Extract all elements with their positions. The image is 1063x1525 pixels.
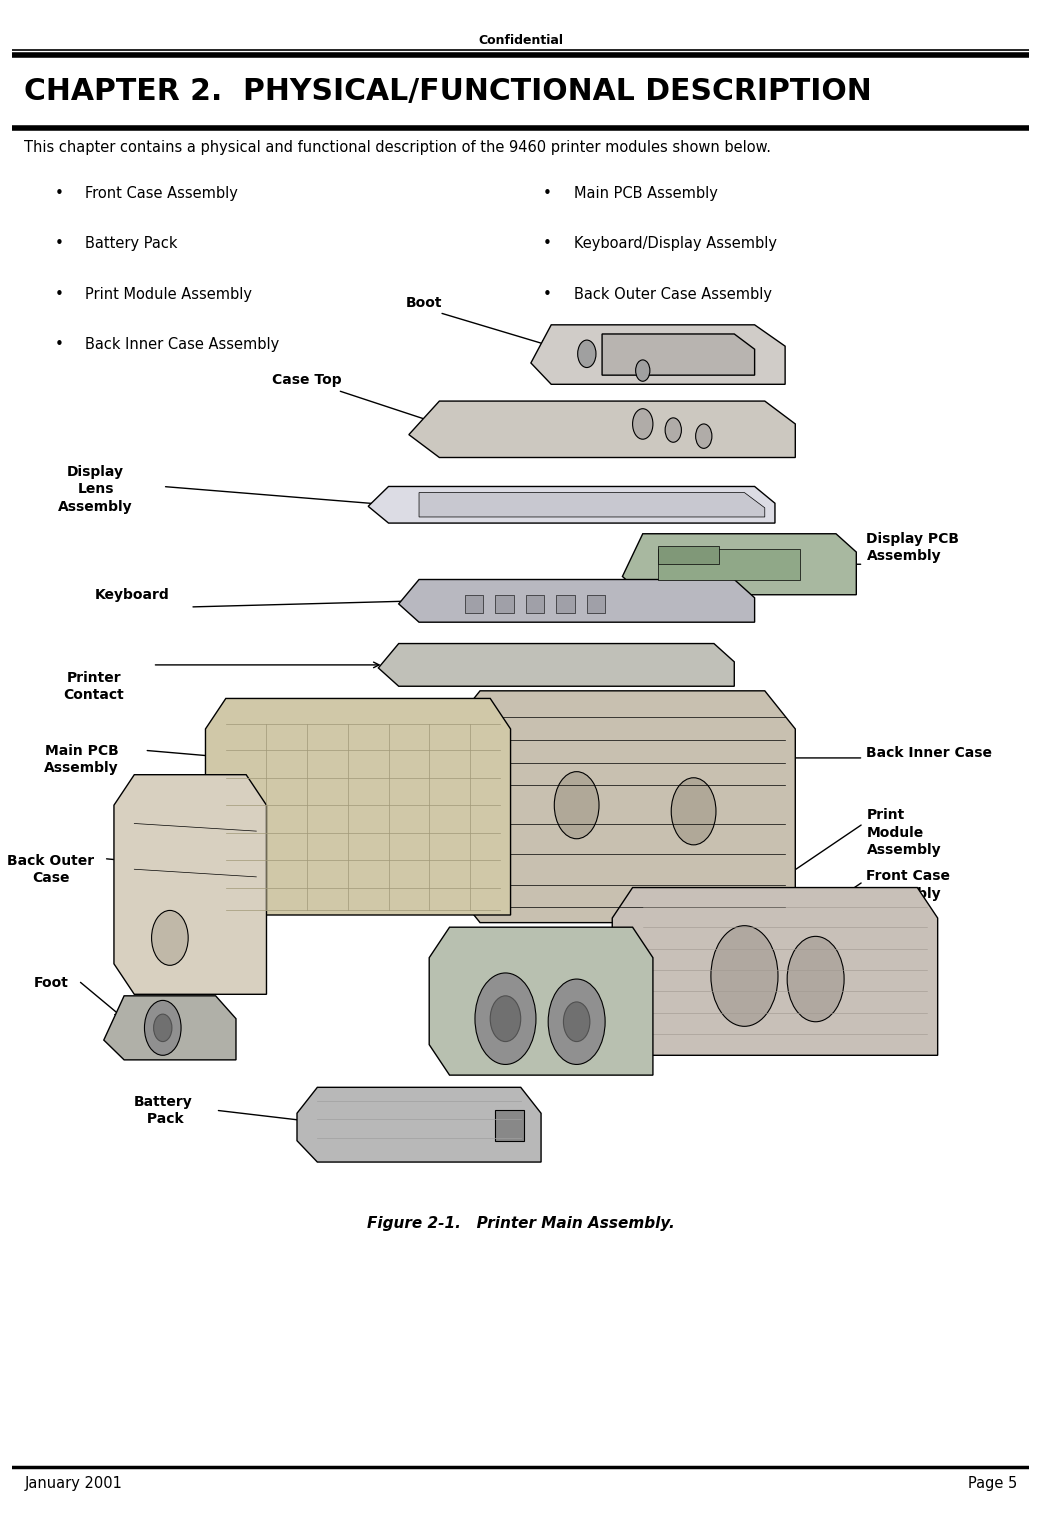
Bar [658, 549, 800, 580]
Text: Back Outer
Case: Back Outer Case [7, 854, 95, 886]
Circle shape [145, 1000, 181, 1055]
Bar [587, 595, 605, 613]
Bar [556, 595, 575, 613]
Bar [495, 1110, 524, 1141]
Text: Front Case Assembly: Front Case Assembly [85, 186, 238, 201]
Circle shape [711, 926, 778, 1026]
Text: Front Case
Assembly: Front Case Assembly [866, 869, 950, 901]
Bar [526, 595, 544, 613]
Polygon shape [450, 691, 795, 923]
Circle shape [665, 418, 681, 442]
Circle shape [671, 778, 716, 845]
Text: Boot: Boot [406, 296, 442, 310]
Text: •: • [55, 186, 64, 201]
Text: Keyboard: Keyboard [95, 589, 170, 602]
Text: Main PCB
Assembly: Main PCB Assembly [44, 744, 119, 776]
Text: This chapter contains a physical and functional description of the 9460 printer : This chapter contains a physical and fun… [24, 140, 772, 156]
Polygon shape [114, 775, 267, 994]
Text: Case Top: Case Top [272, 374, 342, 387]
Polygon shape [297, 1087, 541, 1162]
Text: Keyboard/Display Assembly: Keyboard/Display Assembly [574, 236, 777, 252]
Text: January 2001: January 2001 [24, 1476, 122, 1491]
Text: Display
Lens
Assembly: Display Lens Assembly [58, 465, 133, 514]
Circle shape [563, 1002, 590, 1042]
Polygon shape [409, 401, 795, 458]
Polygon shape [602, 334, 755, 375]
Polygon shape [530, 325, 786, 384]
Text: Battery
 Pack: Battery Pack [133, 1095, 192, 1127]
Polygon shape [205, 698, 510, 915]
Text: Display PCB
Assembly: Display PCB Assembly [866, 532, 960, 563]
Text: •: • [55, 337, 64, 352]
Circle shape [577, 340, 596, 368]
Text: Confidential: Confidential [478, 34, 563, 47]
Text: Print Module Assembly: Print Module Assembly [85, 287, 253, 302]
Polygon shape [612, 888, 938, 1055]
Circle shape [490, 996, 521, 1042]
Polygon shape [429, 927, 653, 1075]
Text: •: • [55, 287, 64, 302]
Polygon shape [399, 580, 755, 622]
Circle shape [636, 360, 649, 381]
Text: Battery Pack: Battery Pack [85, 236, 178, 252]
Text: Printer
Contact: Printer Contact [63, 671, 124, 703]
Circle shape [632, 409, 653, 439]
Text: CHAPTER 2.  PHYSICAL/FUNCTIONAL DESCRIPTION: CHAPTER 2. PHYSICAL/FUNCTIONAL DESCRIPTI… [24, 76, 873, 107]
Text: Figure 2-1.   Printer Main Assembly.: Figure 2-1. Printer Main Assembly. [367, 1215, 675, 1231]
Text: Back Inner Case Assembly: Back Inner Case Assembly [85, 337, 280, 352]
Text: Main PCB Assembly: Main PCB Assembly [574, 186, 718, 201]
Polygon shape [104, 996, 236, 1060]
Text: •: • [543, 236, 552, 252]
Polygon shape [623, 534, 857, 595]
Polygon shape [378, 644, 735, 686]
Text: Back Outer Case Assembly: Back Outer Case Assembly [574, 287, 772, 302]
Text: •: • [55, 236, 64, 252]
Polygon shape [368, 486, 775, 523]
Circle shape [695, 424, 712, 448]
Text: •: • [543, 186, 552, 201]
Circle shape [152, 910, 188, 965]
Text: •: • [543, 287, 552, 302]
Circle shape [554, 772, 600, 839]
Circle shape [154, 1014, 172, 1042]
Circle shape [788, 936, 844, 1022]
Bar [658, 546, 719, 564]
Text: Back Inner Case: Back Inner Case [866, 746, 993, 761]
Bar [495, 595, 513, 613]
Text: Print
Module
Assembly: Print Module Assembly [866, 808, 941, 857]
Bar [465, 595, 483, 613]
Circle shape [475, 973, 536, 1064]
Polygon shape [419, 493, 764, 517]
Circle shape [549, 979, 605, 1064]
Text: Page 5: Page 5 [967, 1476, 1017, 1491]
Text: Foot: Foot [33, 976, 68, 990]
